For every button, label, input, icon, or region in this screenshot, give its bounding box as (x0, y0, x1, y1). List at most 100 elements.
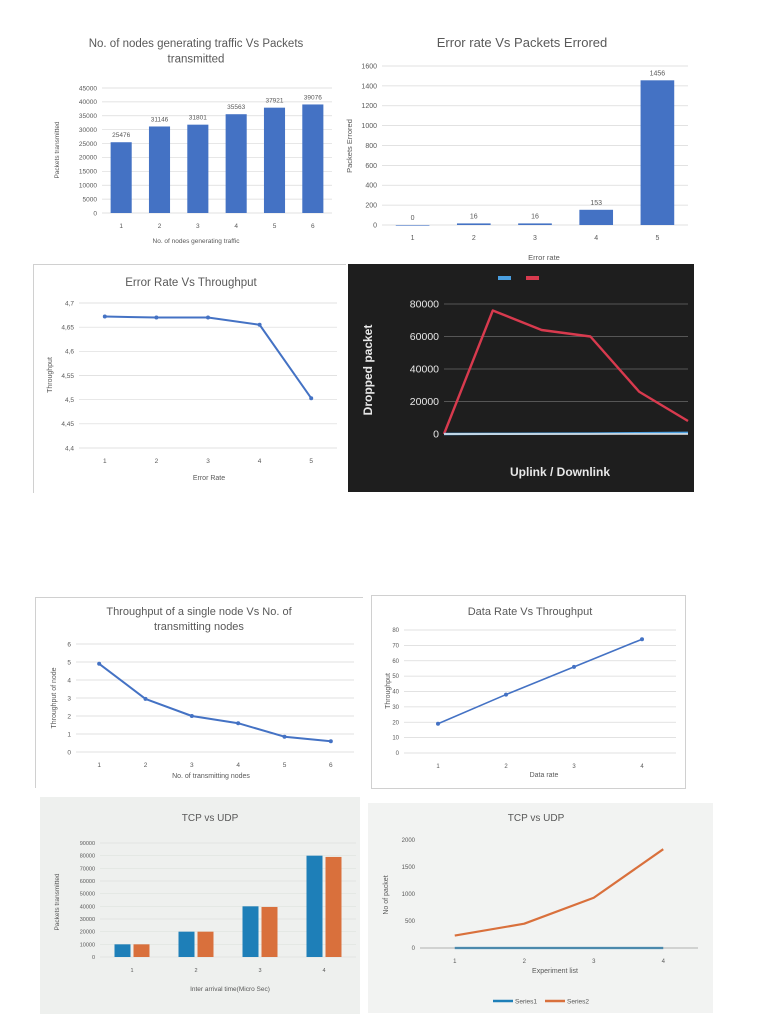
chart-svg: Data Rate Vs Throughput 0 10 20 30 40 50 60 70 80… (385, 606, 676, 779)
bar (640, 80, 675, 225)
chart-error-rate-vs-packets-errored: Error rate Vs Packets Errored 0 200 400 600 8… (342, 28, 694, 260)
chart-title: Throughput of a single node Vs No. of (106, 606, 292, 618)
series-line (104, 315, 313, 399)
chart-title: transmitting nodes (154, 621, 244, 633)
y-tick-label: 2000 (402, 838, 416, 844)
x-tick-label: 2 (158, 223, 162, 230)
y-tick-label: 4,4 (65, 445, 74, 452)
data-point (436, 721, 440, 726)
x-tick-label: 4 (640, 764, 644, 770)
x-tick-label: 1 (130, 968, 133, 974)
bar (579, 209, 614, 225)
x-axis-label: Data rate (530, 772, 559, 779)
series-line (98, 663, 331, 743)
y-tick-label: 4,7 (65, 300, 74, 307)
chart-svg: Error rate Vs Packets Errored 0 200 400 600 8… (345, 35, 688, 260)
chart-nodes-vs-packets: No. of nodes generating traffic Vs Packe… (50, 28, 342, 260)
y-axis-label: No of packet (383, 875, 390, 914)
y-tick-label: 200 (365, 203, 377, 210)
data-point (328, 739, 333, 744)
bar (148, 126, 171, 213)
chart-dropped-packet-dark: 0 20000 40000 60000 80000 Uplink / Downlink Dr… (348, 264, 694, 492)
data-label: 25476 (112, 132, 130, 139)
y-tick-label: 35000 (79, 113, 97, 120)
x-tick-label: 1 (97, 762, 101, 769)
data-label: 39076 (304, 94, 322, 101)
bar (302, 104, 324, 213)
data-label: 35563 (227, 104, 245, 111)
y-tick-label: 1000 (361, 123, 377, 130)
bar (187, 124, 209, 213)
x-tick-label: 3 (196, 223, 200, 230)
chart-title: Error Rate Vs Throughput (125, 277, 257, 289)
y-tick-label: 45000 (79, 85, 97, 92)
y-tick-label: 6 (67, 641, 71, 648)
bar (225, 114, 247, 213)
data-point (143, 696, 148, 701)
chart-error-rate-vs-throughput: Error Rate Vs Throughput 4,4 4,45 4,5 4,55 4,… (33, 264, 346, 493)
chart-svg: TCP vs UDP 0 500 1000 1500 2000 Experiment lis… (383, 813, 698, 1006)
data-label: 31146 (151, 116, 169, 123)
x-tick-label: 2 (472, 235, 476, 242)
y-axis-label: Packets Errored (345, 119, 354, 173)
y-tick-label: 1600 (361, 63, 377, 70)
y-axis-label: Throughput (47, 357, 54, 393)
y-axis-label: Dropped packet (361, 325, 375, 416)
y-tick-label: 40000 (410, 364, 439, 376)
y-tick-label: 90000 (80, 841, 95, 847)
x-tick-label: 5 (309, 458, 313, 465)
data-point (282, 734, 287, 739)
chart-svg: No. of nodes generating traffic Vs Packe… (54, 38, 332, 245)
bar (114, 944, 131, 957)
x-tick-label: 4 (662, 959, 666, 965)
y-tick-label: 1000 (402, 892, 416, 898)
y-axis-label: Throughput of node (51, 667, 58, 728)
y-tick-label: 50 (392, 674, 399, 680)
y-tick-label: 800 (365, 143, 377, 150)
y-tick-label: 10000 (79, 182, 97, 189)
data-label: 1456 (650, 70, 666, 77)
y-tick-label: 0 (412, 946, 416, 952)
bar (325, 856, 342, 957)
legend-label: Series1 (515, 999, 537, 1006)
y-tick-label: 4 (67, 677, 71, 684)
bar (133, 944, 150, 957)
y-tick-label: 3 (67, 695, 71, 702)
bar (518, 223, 552, 225)
y-tick-label: 25000 (79, 141, 97, 148)
y-tick-label: 0 (93, 210, 97, 217)
y-tick-label: 60 (392, 659, 399, 665)
y-tick-label: 20000 (80, 930, 95, 936)
y-tick-label: 20000 (410, 396, 439, 408)
data-point (102, 314, 107, 319)
y-tick-label: 40000 (79, 99, 97, 106)
chart-tcp-udp-bar-photo: TCP vs UDP 0 10000 20000 30000 40000 50000 6000… (40, 797, 360, 1014)
x-tick-label: 4 (594, 235, 598, 242)
y-tick-label: 1400 (361, 83, 377, 90)
data-point (257, 322, 262, 327)
data-label: 31801 (189, 115, 207, 122)
data-point (236, 721, 241, 726)
chart-title: Data Rate Vs Throughput (468, 606, 593, 618)
data-point (640, 637, 644, 642)
x-tick-label: 5 (655, 235, 659, 242)
y-axis-label: Packets transmitted (54, 121, 61, 178)
y-tick-label: 2 (67, 713, 71, 720)
x-axis-label: No. of nodes generating traffic (153, 238, 241, 245)
x-tick-label: 3 (206, 458, 210, 465)
y-tick-label: 0 (373, 222, 377, 229)
data-point (309, 396, 314, 401)
y-tick-label: 10000 (80, 942, 95, 948)
data-point (504, 692, 508, 697)
y-tick-label: 50000 (80, 892, 95, 898)
chart-tcp-udp-line-photo: TCP vs UDP 0 500 1000 1500 2000 Experiment lis… (368, 803, 713, 1013)
x-axis-label: Error Rate (193, 475, 225, 482)
y-tick-label: 0 (396, 751, 400, 757)
bar (242, 906, 259, 957)
x-tick-label: 2 (155, 458, 159, 465)
bar (395, 225, 430, 226)
data-label: 16 (531, 213, 539, 220)
x-tick-label: 2 (504, 764, 508, 770)
x-tick-label: 1 (103, 458, 107, 465)
y-tick-label: 4,55 (61, 373, 74, 380)
